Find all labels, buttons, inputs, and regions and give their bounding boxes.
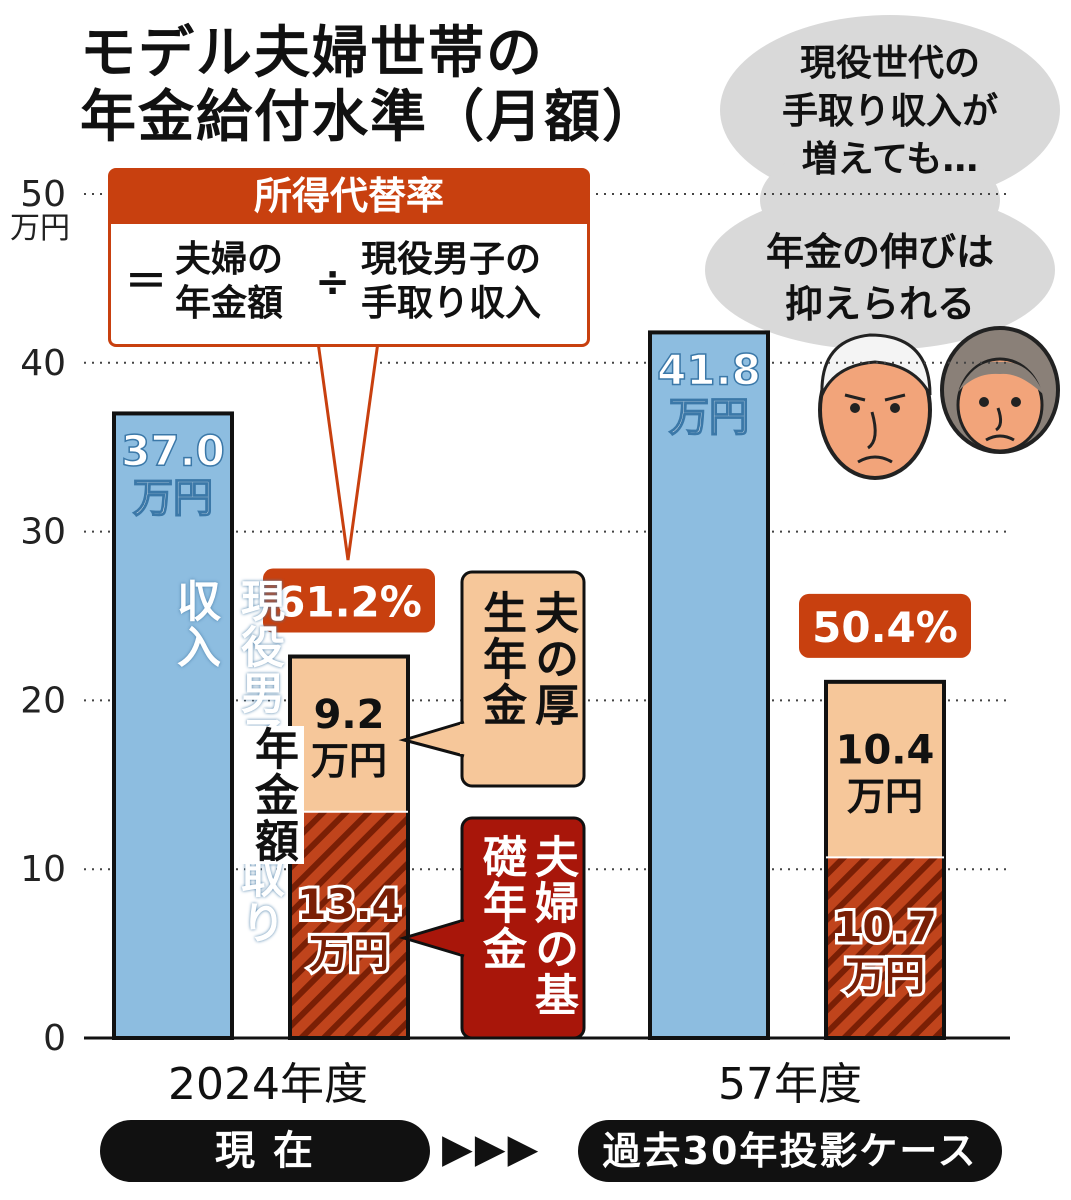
y-tick-label: 0 <box>43 1018 66 1059</box>
definition-denominator-line2: 手取り収入 <box>361 283 542 324</box>
y-tick-label: 40 <box>20 343 66 384</box>
speech-text-upper: 現役世代の 手取り収入が 増えても… <box>740 40 1040 184</box>
employee-pension-segment <box>826 681 944 858</box>
worker-income-value-label: 41.8 <box>657 345 761 394</box>
pension-bar-outline <box>824 679 946 1040</box>
definition-denominator-line1: 現役男子の <box>361 239 542 280</box>
pension-amount-vertical-label: 年金額 <box>240 726 304 864</box>
employee-pension-callout-box <box>460 570 586 788</box>
definition-numerator-line2: 年金額 <box>175 283 284 324</box>
worker-income-unit-label: 万円 <box>133 475 213 521</box>
replacement-rate-label: 61.2% <box>276 578 422 627</box>
definition-box: ＝ 夫婦の 年金額 ÷ 現役男子の 手取り収入 <box>108 224 590 347</box>
y-axis-unit-label: 万円 <box>10 211 70 246</box>
employee-pension-pointer-mask <box>460 724 468 754</box>
employee-pension-callout-pointer <box>398 720 465 758</box>
replacement-rate-badge <box>799 593 971 658</box>
speech-line4: 年金の伸びは <box>765 230 994 274</box>
basic-pension-value-label: 13.4 <box>297 880 401 929</box>
employee-pension-value-label: 10.4 <box>836 728 935 774</box>
y-tick-label: 10 <box>20 849 66 890</box>
basic-pension-pointer-mask <box>460 922 468 954</box>
employee-pension-value-label: 9.2 <box>314 692 385 738</box>
chart-bars: 37.0万円9.2万円13.4万円61.2%41.8万円10.4万円10.7万円… <box>112 330 971 1041</box>
y-tick-label: 30 <box>20 512 66 553</box>
speech-line2: 手取り収入が <box>781 91 998 132</box>
basic-pension-unit-label: 万円 <box>845 954 925 1000</box>
basic-pension-callout-text: 夫婦の基礎年金 <box>475 834 578 1018</box>
chart-title-line2: 年金給付水準（月額） <box>80 85 660 150</box>
speech-line5: 抑えられる <box>784 282 975 326</box>
y-tick-label: 20 <box>20 680 66 721</box>
employee-pension-unit-label: 万円 <box>847 775 923 819</box>
definition-equals: ＝ <box>125 257 168 306</box>
x-category-57: 57年度 <box>718 1059 862 1110</box>
worker-income-bar <box>648 330 770 1040</box>
definition-pointer <box>316 341 380 561</box>
chart-callouts <box>316 336 586 1040</box>
employee-pension-unit-label: 万円 <box>311 739 387 783</box>
speech-line3: 増えても… <box>801 139 979 180</box>
worker-income-value-label: 37.0 <box>121 426 225 475</box>
employee-pension-segment <box>290 656 408 812</box>
elderly-woman-icon <box>940 326 1060 454</box>
basic-pension-callout-pointer <box>398 918 465 958</box>
footer-current-pill: 現 在 <box>100 1120 430 1182</box>
speech-line1: 現役世代の <box>799 43 980 84</box>
replacement-rate-label: 50.4% <box>812 603 958 652</box>
speech-text-lower: 年金の伸びは 抑えられる <box>730 226 1030 330</box>
speech-bubble <box>705 15 1060 350</box>
y-tick-label: 50 <box>20 174 66 215</box>
employee-pension-callout-text: 夫の厚生年金 <box>475 590 578 728</box>
definition-divide: ÷ <box>315 257 351 306</box>
basic-pension-value-label: 10.7 <box>833 903 937 952</box>
x-category-2024: 2024年度 <box>168 1059 368 1110</box>
definition-heading: 所得代替率 <box>108 168 590 224</box>
basic-pension-unit-label: 万円 <box>309 931 389 977</box>
elderly-man-icon <box>818 333 932 480</box>
footer-arrows-icon: ▶▶▶ <box>442 1126 541 1172</box>
worker-income-bar <box>112 411 234 1040</box>
chart-title-line1: モデル夫婦世帯の <box>80 21 544 86</box>
basic-pension-segment <box>826 857 944 1038</box>
basic-pension-segment <box>290 811 408 1038</box>
replacement-rate-badge <box>263 568 435 633</box>
definition-numerator-line1: 夫婦の <box>175 239 284 280</box>
footer-projection-pill: 過去30年投影ケース <box>578 1120 1002 1182</box>
worker-income-unit-label: 万円 <box>669 394 749 440</box>
